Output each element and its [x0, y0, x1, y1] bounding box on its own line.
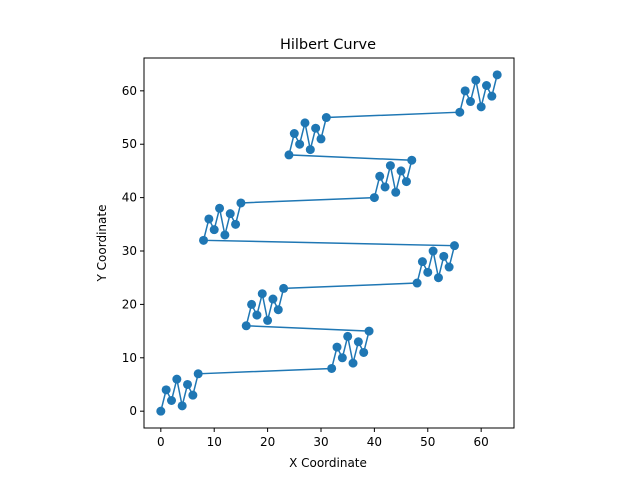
data-point — [199, 235, 209, 245]
x-tick-label: 10 — [207, 435, 222, 449]
plot-area — [143, 57, 515, 429]
data-point — [321, 113, 331, 123]
x-tick-label: 0 — [157, 435, 165, 449]
data-point — [161, 385, 171, 395]
data-point — [396, 166, 406, 176]
data-point — [172, 374, 182, 384]
plot-frame — [143, 57, 515, 429]
data-point — [295, 139, 305, 149]
data-point — [156, 406, 166, 416]
data-point — [327, 363, 337, 373]
data-point — [476, 102, 486, 112]
series-line — [160, 74, 498, 412]
data-point — [482, 80, 492, 90]
y-axis-label: Y Coordinate — [95, 205, 109, 283]
series-layer — [156, 70, 502, 416]
data-point — [439, 251, 449, 261]
data-point — [364, 326, 374, 336]
data-point — [487, 91, 497, 101]
x-tick-label: 50 — [420, 435, 435, 449]
x-axis-label: X Coordinate — [289, 456, 367, 470]
data-point — [492, 70, 502, 80]
data-point — [380, 182, 390, 192]
data-point — [289, 129, 299, 139]
data-point — [423, 267, 433, 277]
data-point — [188, 390, 198, 400]
data-point — [465, 97, 475, 107]
data-point — [279, 283, 289, 293]
chart-title: Hilbert Curve — [280, 37, 376, 53]
data-point — [391, 187, 401, 197]
data-point — [177, 401, 187, 411]
data-point — [273, 305, 283, 315]
data-point — [241, 321, 251, 331]
data-point — [375, 171, 385, 181]
data-point — [268, 294, 278, 304]
x-tick-label: 40 — [367, 435, 382, 449]
data-point — [183, 379, 193, 389]
x-tick-label: 30 — [313, 435, 328, 449]
data-point — [449, 241, 459, 251]
data-point — [460, 86, 470, 96]
data-point — [252, 310, 262, 320]
y-tick-label: 20 — [122, 297, 137, 311]
data-point — [407, 155, 417, 165]
data-point — [263, 315, 273, 325]
y-tick-label: 30 — [122, 244, 137, 258]
data-point — [204, 214, 214, 224]
data-point — [433, 273, 443, 283]
y-axis: 0 10 20 30 40 50 60 — [122, 84, 144, 418]
data-point — [215, 203, 225, 213]
data-point — [337, 353, 347, 363]
data-point — [353, 337, 363, 347]
data-point — [257, 289, 267, 299]
data-point — [359, 347, 369, 357]
data-point — [305, 145, 315, 155]
data-point — [236, 198, 246, 208]
data-point — [311, 123, 321, 133]
data-point — [166, 396, 176, 406]
data-point — [369, 193, 379, 203]
data-point — [300, 118, 310, 128]
y-tick-label: 0 — [129, 404, 137, 418]
y-tick-label: 10 — [122, 351, 137, 365]
y-tick-label: 50 — [122, 137, 137, 151]
data-point — [417, 257, 427, 267]
data-point — [225, 209, 235, 219]
data-point — [332, 342, 342, 352]
y-tick-label: 40 — [122, 191, 137, 205]
data-point — [444, 262, 454, 272]
data-point — [220, 230, 230, 240]
data-point — [316, 134, 326, 144]
data-point — [428, 246, 438, 256]
data-point — [193, 369, 203, 379]
data-point — [412, 278, 422, 288]
data-point — [343, 331, 353, 341]
x-axis: 0 10 20 30 40 50 60 — [157, 428, 489, 449]
data-point — [385, 161, 395, 171]
data-point — [348, 358, 358, 368]
data-point — [455, 107, 465, 117]
x-tick-label: 20 — [260, 435, 275, 449]
data-point — [471, 75, 481, 85]
data-point — [401, 177, 411, 187]
y-tick-label: 60 — [122, 84, 137, 98]
data-point — [231, 219, 241, 229]
data-point — [209, 225, 219, 235]
data-point — [247, 299, 257, 309]
data-point — [284, 150, 294, 160]
x-tick-label: 60 — [474, 435, 489, 449]
